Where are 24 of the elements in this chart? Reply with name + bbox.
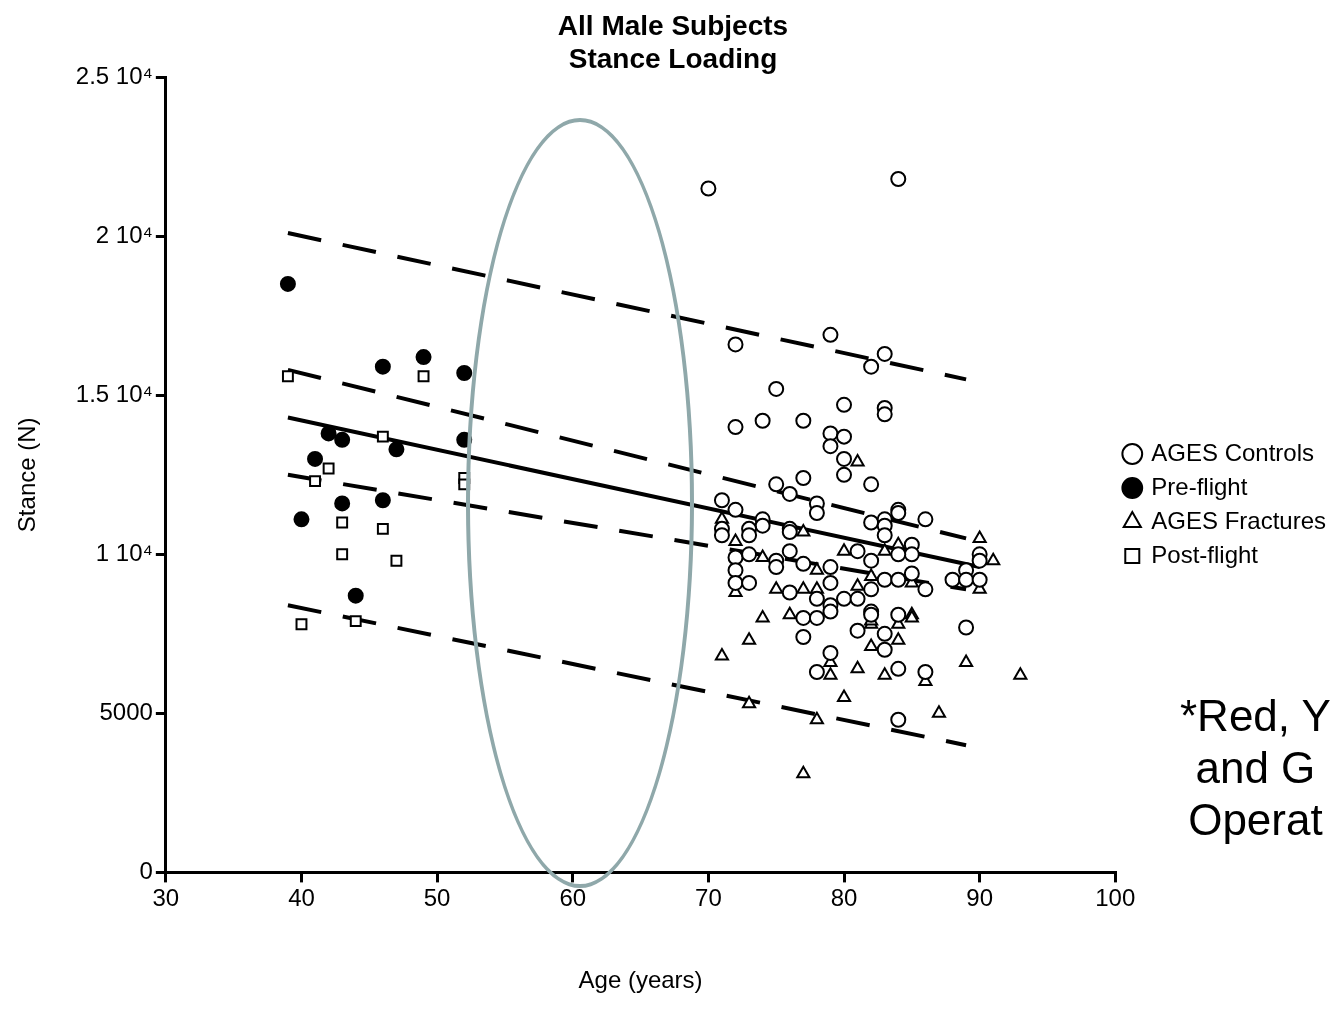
legend-label: AGES Fractures	[1151, 506, 1326, 534]
y-tick-label: 2 10⁴	[95, 220, 153, 248]
y-axis-title: Stance (N)	[13, 417, 41, 533]
x-tick-label: 80	[830, 884, 858, 912]
text: and G	[1194, 742, 1317, 794]
y-tick-label: 1.5 10⁴	[75, 379, 153, 407]
y-tick-label: 0	[139, 857, 153, 885]
text: Operat	[1187, 794, 1324, 846]
legend-label: AGES Controls	[1151, 438, 1315, 466]
legend-label: Post-flight	[1151, 540, 1259, 568]
x-tick-label: 50	[423, 884, 451, 912]
x-tick-label: 60	[559, 884, 587, 912]
chart-title: All Male Subjects Stance Loading	[557, 9, 789, 75]
x-tick-label: 90	[966, 884, 993, 912]
x-tick-label: 30	[152, 884, 180, 912]
x-tick-label: 40	[288, 884, 315, 912]
text: *Red, Y	[1180, 690, 1331, 742]
y-tick-label: 5000	[99, 697, 153, 725]
x-tick-label: 70	[695, 884, 722, 912]
legend-label: Pre-flight	[1151, 472, 1248, 500]
y-tick-label: 2.5 10⁴	[75, 61, 153, 89]
x-tick-label: 100	[1095, 884, 1136, 912]
y-tick-label: 1 10⁴	[95, 538, 153, 566]
x-axis-title: Age (years)	[578, 966, 703, 994]
